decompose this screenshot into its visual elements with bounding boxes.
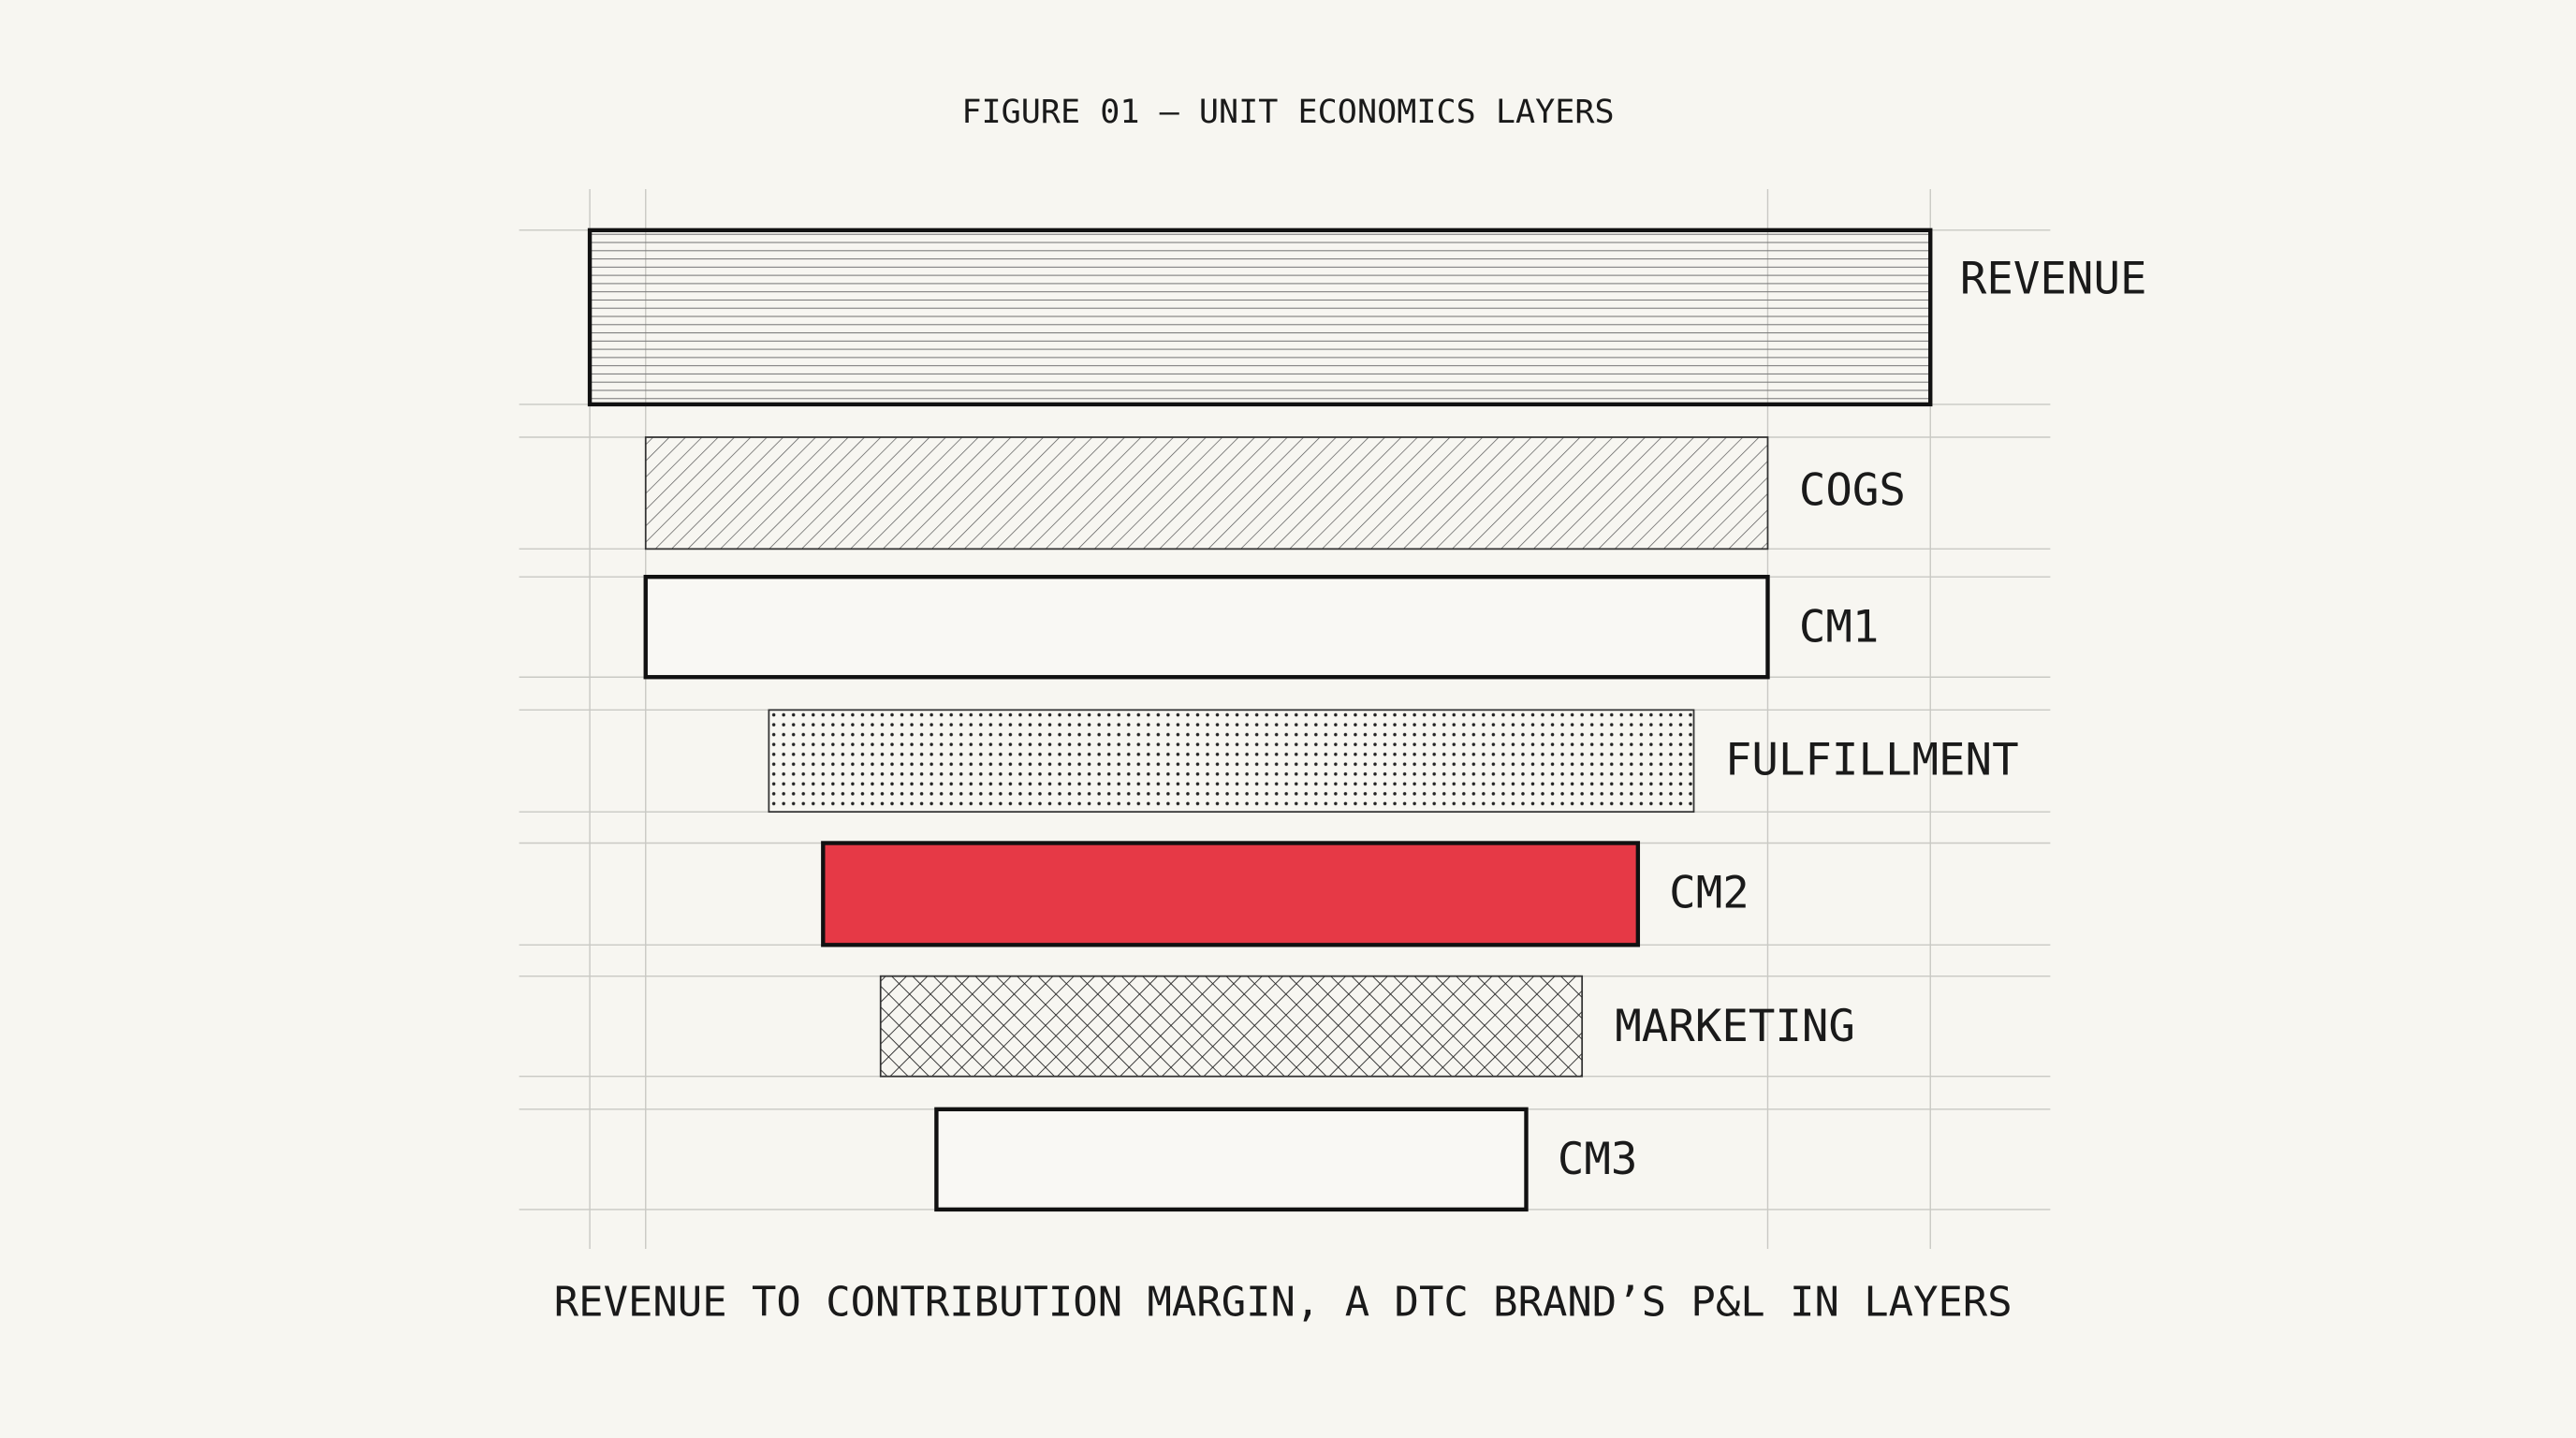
- layer-label: CM3: [1558, 1134, 1638, 1185]
- layer-bar: [587, 227, 1933, 407]
- figure-title: FIGURE 01 — UNIT ECONOMICS LAYERS: [961, 93, 1614, 131]
- layer-bar: [643, 574, 1770, 680]
- caption: REVENUE TO CONTRIBUTION MARGIN, A DTC BR…: [554, 1279, 2012, 1327]
- layer-bar: [821, 841, 1641, 947]
- layer-label: CM2: [1669, 868, 1749, 919]
- layer-bar: [879, 975, 1584, 1078]
- layer-bar: [768, 709, 1695, 814]
- layer-label: CM1: [1799, 601, 1880, 653]
- layer-label: FULFILLMENT: [1725, 735, 2019, 786]
- layer-bar: [644, 436, 1769, 550]
- layer-label: REVENUE: [1960, 253, 2147, 304]
- layer-label: COGS: [1799, 465, 1906, 517]
- layer-label: MARKETING: [1615, 1001, 1855, 1052]
- layer-bar: [934, 1107, 1529, 1212]
